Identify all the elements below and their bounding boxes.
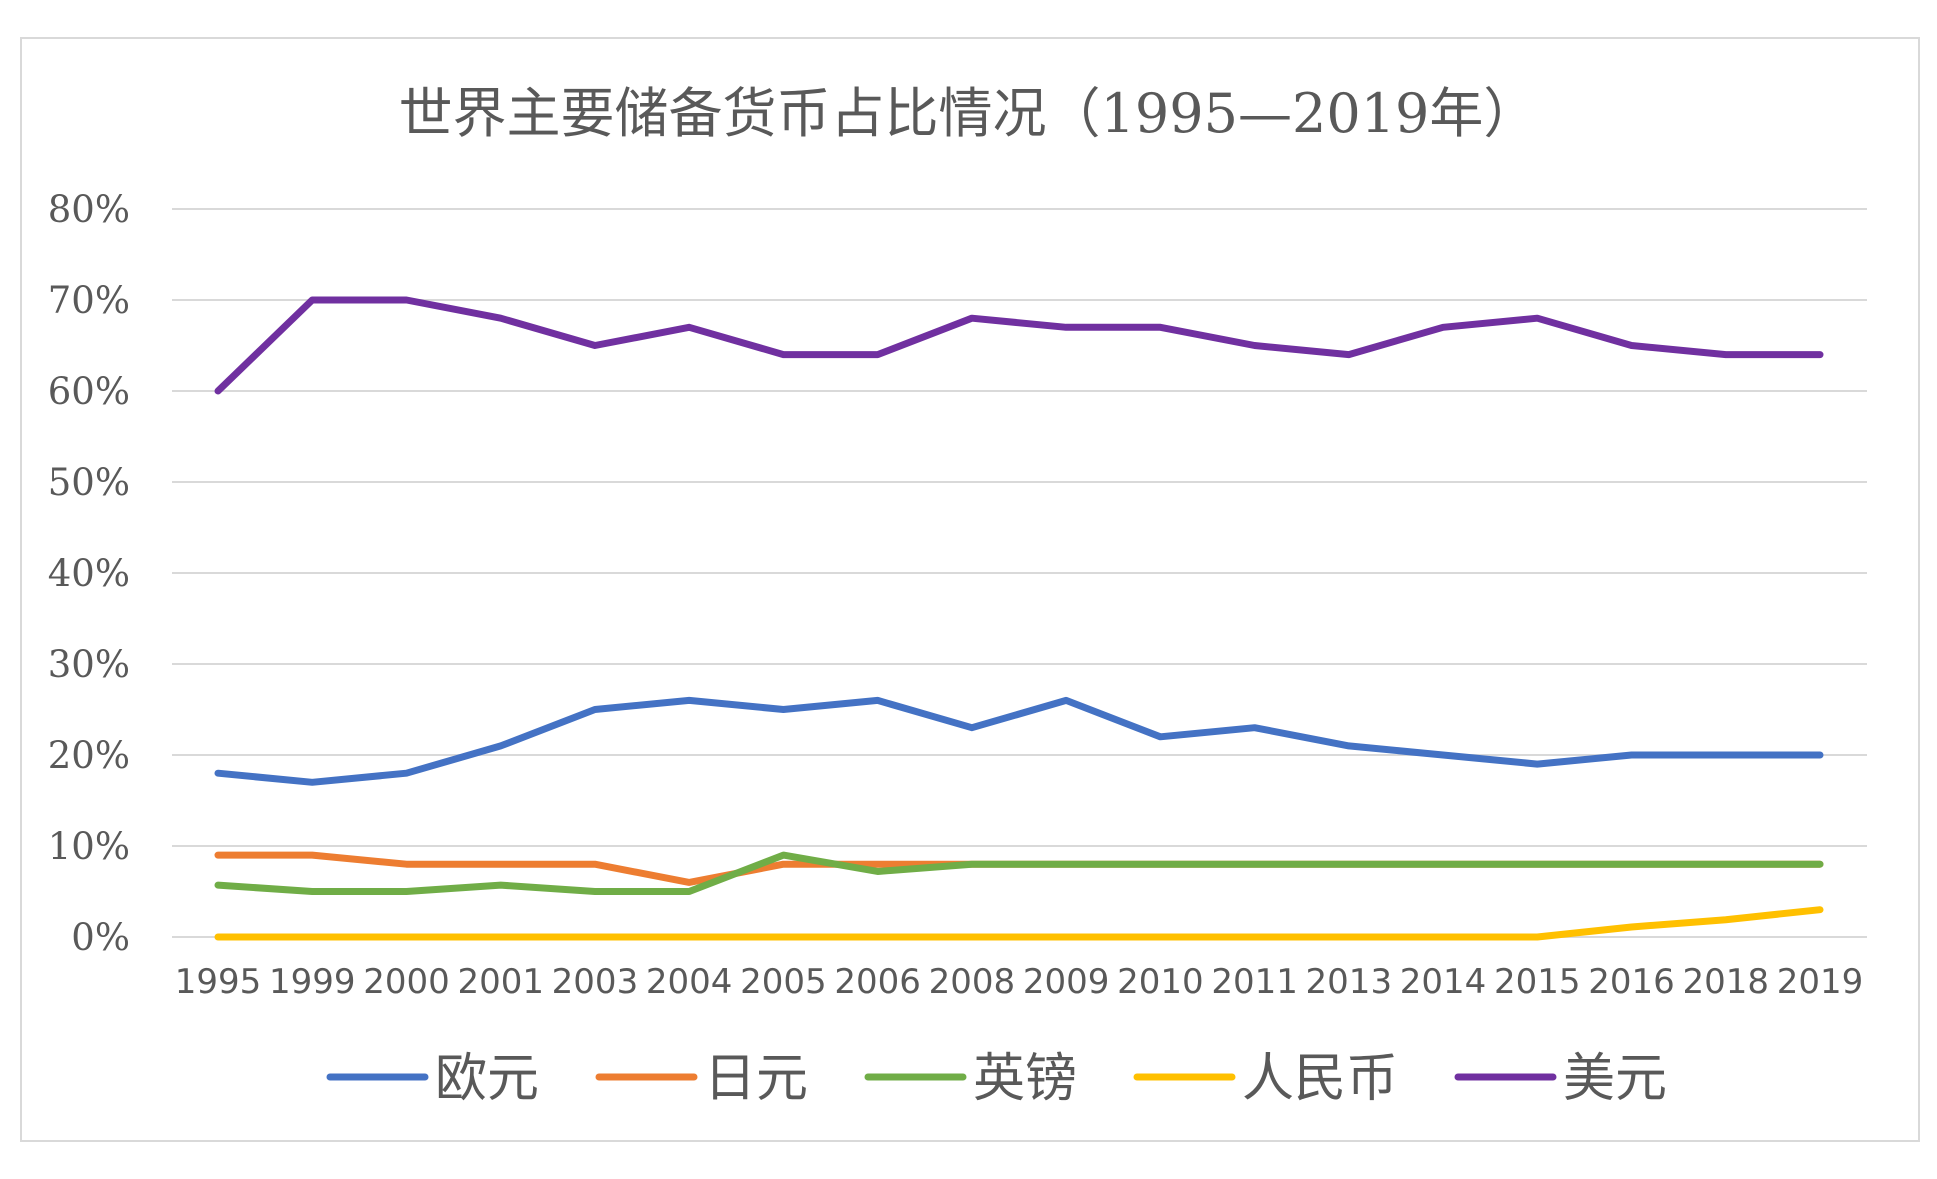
y-axis: 0% 10% 20% 30% 40% 50% 60% 70% 80%	[48, 188, 130, 959]
x-tick-label: 1995	[175, 962, 262, 1002]
x-axis: 1995 1999 2000 2001 2003 2004 2005 2006 2008 2009…	[175, 962, 1864, 1002]
y-tick-label: 40%	[48, 552, 130, 595]
series-lines	[214, 296, 1824, 941]
x-tick-label: 1999	[269, 962, 356, 1002]
x-tick-label: 2003	[552, 962, 639, 1002]
chart-title: 世界主要储备货币占比情况（1995—2019年）	[399, 82, 1538, 145]
y-tick-label: 0%	[71, 916, 130, 959]
y-tick-label: 20%	[48, 734, 130, 777]
x-tick-label: 2011	[1211, 962, 1298, 1002]
y-tick-label: 60%	[48, 370, 130, 413]
legend: 欧元 日元 英镑 人民币 美元	[326, 1049, 1667, 1109]
legend-label: 人民币	[1242, 1049, 1398, 1109]
y-tick-label: 10%	[48, 825, 130, 868]
x-tick-label: 2000	[363, 962, 450, 1002]
x-tick-label: 2010	[1117, 962, 1204, 1002]
chart-frame	[20, 37, 1920, 1142]
x-tick-label: 2013	[1306, 962, 1393, 1002]
y-tick-label: 50%	[48, 461, 130, 504]
x-tick-label: 2018	[1682, 962, 1769, 1002]
x-tick-label: 2019	[1777, 962, 1864, 1002]
x-tick-label: 2005	[740, 962, 827, 1002]
x-tick-label: 2015	[1494, 962, 1581, 1002]
x-tick-label: 2009	[1023, 962, 1110, 1002]
series-line-欧元	[214, 696, 1824, 786]
y-tick-label: 80%	[48, 188, 130, 231]
x-tick-label: 2016	[1588, 962, 1675, 1002]
x-tick-label: 2014	[1400, 962, 1487, 1002]
legend-label: 欧元	[435, 1049, 539, 1109]
series-line-英镑	[214, 851, 1824, 895]
x-tick-label: 2001	[457, 962, 544, 1002]
x-tick-label: 2006	[834, 962, 921, 1002]
x-tick-label: 2004	[646, 962, 733, 1002]
series-line-美元	[214, 296, 1824, 395]
legend-label: 英镑	[973, 1049, 1077, 1109]
gridlines	[172, 208, 1867, 938]
y-tick-label: 70%	[48, 279, 130, 322]
legend-label: 美元	[1563, 1049, 1667, 1109]
series-line-日元	[214, 851, 1824, 886]
x-tick-label: 2008	[929, 962, 1016, 1002]
legend-label: 日元	[704, 1049, 808, 1109]
y-tick-label: 30%	[48, 643, 130, 686]
series-line-人民币	[214, 906, 1824, 941]
